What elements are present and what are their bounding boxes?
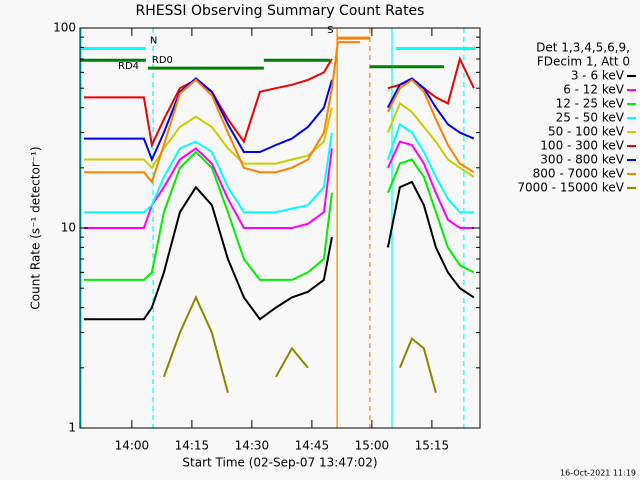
flag-label: N [150, 35, 157, 46]
legend-header: FDecim 1, Att 0 [537, 55, 630, 69]
series-line [83, 122, 474, 214]
legend-label: 50 - 100 keV [548, 125, 625, 139]
flag-label: S [327, 25, 333, 36]
y-tick-label: 1 [68, 421, 76, 435]
x-tick-label: 14:45 [295, 439, 330, 453]
legend-label: 3 - 6 keV [571, 69, 625, 83]
legend-label: 6 - 12 keV [563, 83, 625, 97]
legend-label: 25 - 50 keV [556, 111, 625, 125]
y-tick-label: 100 [53, 21, 76, 35]
x-axis-label: Start Time (02-Sep-07 13:47:02) [182, 456, 377, 470]
x-tick-label: 14:00 [115, 439, 150, 453]
legend-label: 12 - 25 keV [556, 97, 625, 111]
series-line [83, 150, 475, 281]
legend-label: 300 - 800 keV [540, 153, 624, 167]
flag-label: RD0 [152, 55, 173, 66]
y-axis-label: Count Rate (s⁻¹ detector⁻¹) [29, 146, 43, 309]
legend-label: 100 - 300 keV [540, 139, 624, 153]
x-tick-label: 15:15 [415, 439, 450, 453]
chart-title: RHESSI Observing Summary Count Rates [136, 3, 425, 19]
series-line [83, 180, 475, 321]
legend-header: Det 1,3,4,5,6,9, [536, 41, 630, 55]
series-line [83, 140, 474, 229]
series-line [83, 56, 475, 149]
y-tick-label: 10 [61, 221, 76, 235]
footer: 16-Oct-2021 11:19 [560, 469, 636, 478]
legend-label: 7000 - 15000 keV [517, 181, 624, 195]
flag-label: RD4 [118, 61, 139, 72]
legend-label: 800 - 7000 keV [533, 167, 625, 181]
series-line [83, 101, 475, 178]
x-tick-label: 14:15 [175, 439, 210, 453]
x-tick-label: 14:30 [235, 439, 270, 453]
series-line [83, 41, 475, 184]
series-line [162, 294, 437, 394]
x-tick-label: 15:00 [355, 439, 390, 453]
series-line [83, 77, 475, 163]
